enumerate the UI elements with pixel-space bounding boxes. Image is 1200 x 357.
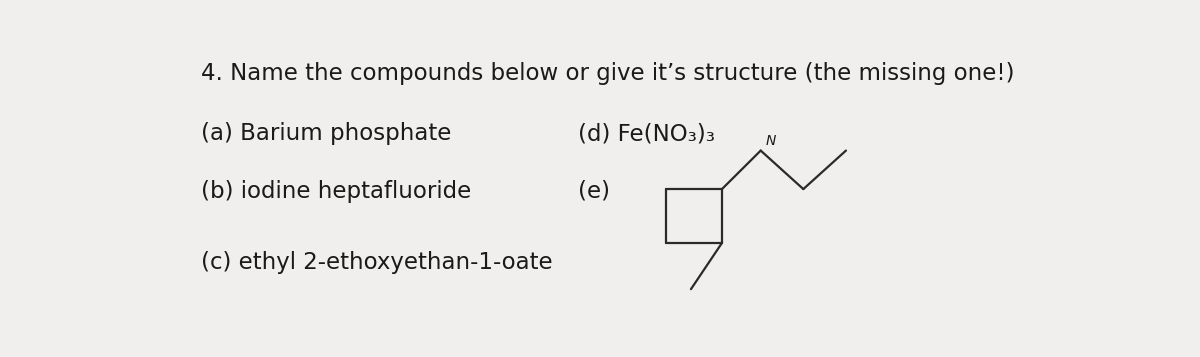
Text: (d) Fe(NO₃)₃: (d) Fe(NO₃)₃ [578,122,715,145]
Text: (e): (e) [578,180,610,203]
Text: N: N [766,134,775,148]
Text: (c) ethyl 2-ethoxyethan-1-oate: (c) ethyl 2-ethoxyethan-1-oate [202,251,553,274]
Text: (b) iodine heptafluoride: (b) iodine heptafluoride [202,180,472,203]
Text: 4. Name the compounds below or give it’s structure (the missing one!): 4. Name the compounds below or give it’s… [202,62,1015,85]
Text: (a) Barium phosphate: (a) Barium phosphate [202,122,451,145]
